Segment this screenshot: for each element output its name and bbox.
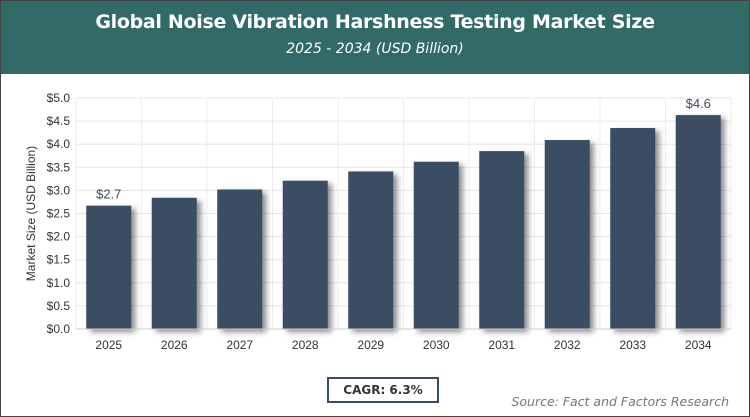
bar: [610, 128, 656, 329]
bar: [348, 171, 394, 329]
chart-subtitle: 2025 - 2034 (USD Billion): [286, 41, 464, 57]
source-note: Source: Fact and Factors Research: [511, 394, 729, 409]
x-tick-label: 2027: [226, 338, 253, 352]
y-tick-label: $0.0: [47, 322, 71, 336]
x-tick-label: 2034: [685, 338, 712, 352]
x-tick-label: 2026: [161, 338, 188, 352]
x-tick-label: 2028: [292, 338, 319, 352]
bar: [86, 205, 132, 329]
y-tick-label: $3.0: [47, 183, 71, 197]
x-tick-label: 2032: [554, 338, 581, 352]
bar: [282, 180, 328, 329]
y-tick-label: $2.0: [47, 230, 71, 244]
cagr-badge: CAGR: 6.3%: [327, 377, 439, 403]
bar: [544, 140, 590, 329]
bar: [675, 115, 721, 330]
y-tick-label: $1.5: [47, 253, 71, 267]
data-label: $4.6: [686, 96, 711, 111]
x-tick-label: 2025: [95, 338, 122, 352]
y-tick-label: $4.0: [47, 137, 71, 151]
chart-title: Global Noise Vibration Harshness Testing…: [95, 11, 655, 33]
chart-header: Global Noise Vibration Harshness Testing…: [1, 1, 749, 74]
y-axis-label: Market Size (USD Billion): [24, 146, 38, 281]
y-tick-label: $4.5: [47, 114, 71, 128]
bar: [479, 151, 525, 329]
x-tick-label: 2033: [619, 338, 646, 352]
bar: [413, 161, 459, 329]
bar: [151, 197, 197, 329]
bar: [217, 189, 263, 329]
x-tick-label: 2029: [357, 338, 384, 352]
y-tick-label: $1.0: [47, 276, 71, 290]
x-tick-label: 2031: [488, 338, 515, 352]
y-tick-label: $5.0: [47, 91, 71, 105]
x-tick-label: 2030: [423, 338, 450, 352]
data-label: $2.7: [96, 187, 121, 202]
y-tick-label: $0.5: [47, 299, 71, 313]
y-tick-label: $2.5: [47, 207, 71, 221]
y-tick-label: $3.5: [47, 160, 71, 174]
